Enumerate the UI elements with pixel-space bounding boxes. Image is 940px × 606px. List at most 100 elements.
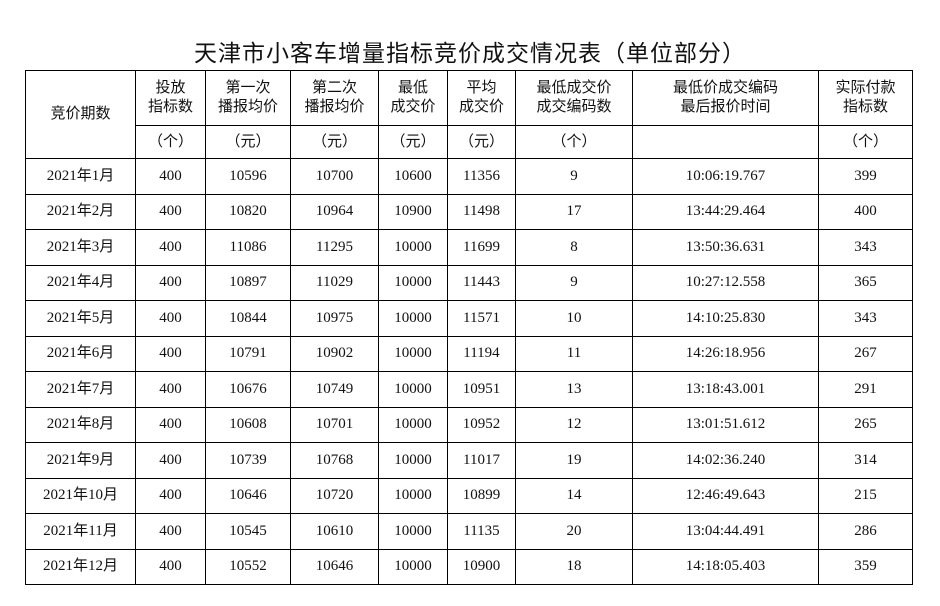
- data-cell: 13:50:36.631: [632, 229, 819, 266]
- data-cell: 2021年11月: [25, 513, 136, 550]
- data-cell: 10000: [378, 442, 448, 479]
- data-cell: 12:46:49.643: [632, 477, 819, 514]
- data-cell: 11498: [447, 193, 516, 230]
- unit-cell: （元）: [290, 125, 379, 159]
- unit-row: （个） （元） （元） （元） （元） （个） （个）: [26, 125, 913, 159]
- data-row: 2021年3月 400 11086 11295 10000 11699 8 13:50:36.…: [25, 229, 913, 266]
- data-row: 2021年11月 400 10545 10610 10000 11135 20 13:04:4…: [25, 513, 913, 550]
- cell-text: （元）: [225, 133, 271, 150]
- data-row: 2021年6月 400 10791 10902 10000 11194 11 14:26:18…: [25, 335, 913, 372]
- cell-text: （元）: [311, 133, 357, 150]
- data-cell: 14:02:36.240: [632, 442, 819, 479]
- data-row: 2021年2月 400 10820 10964 10900 11498 17 13:44:29…: [25, 193, 913, 230]
- data-cell: 20: [515, 513, 633, 550]
- data-cell: 400: [135, 442, 206, 479]
- data-cell: 13:18:43.001: [632, 371, 819, 408]
- cell-text: （个）: [551, 133, 597, 150]
- cell-text: 成交编码数: [536, 99, 612, 115]
- data-cell: 13:04:44.491: [632, 513, 819, 550]
- cell-text: （个）: [842, 133, 888, 150]
- data-cell: 11571: [447, 300, 516, 337]
- header-row: 竞价期数 投放 指标数 第一次 播报均价 第二次 播报均价 最低 成交价 平均 成交价 最低成交价 成交…: [25, 70, 913, 159]
- header-cell: 第二次 播报均价: [290, 70, 379, 126]
- unit-cell: [632, 125, 819, 159]
- data-cell: 314: [818, 442, 913, 479]
- data-row: 2021年5月 400 10844 10975 10000 11571 10 14:10:25…: [25, 300, 913, 337]
- data-row: 2021年4月 400 10897 11029 10000 11443 9 10:27:12.…: [25, 264, 913, 301]
- table-title: 天津市小客车增量指标竞价成交情况表（单位部分）: [194, 41, 746, 66]
- data-cell: 10791: [205, 335, 291, 372]
- data-cell: 10951: [447, 371, 516, 408]
- data-cell: 286: [818, 513, 913, 550]
- cell-text: 播报均价: [304, 99, 365, 115]
- data-cell: 10552: [205, 548, 291, 585]
- header-cell: 最低价成交编码 最后报价时间: [632, 70, 819, 126]
- data-cell: 10000: [378, 300, 448, 337]
- data-row: 2021年9月 400 10739 10768 10000 11017 19 14:02:36…: [25, 442, 913, 479]
- data-cell: 10608: [205, 406, 291, 443]
- data-cell: 11086: [205, 229, 291, 266]
- header-cell: 平均 成交价: [447, 70, 516, 126]
- data-cell: 17: [515, 193, 633, 230]
- data-cell: 9: [515, 264, 633, 301]
- data-cell: 400: [135, 229, 206, 266]
- data-cell: 11029: [290, 264, 379, 301]
- header-cell: 最低成交价 成交编码数: [515, 70, 633, 126]
- cell-text: 指标数: [842, 99, 888, 115]
- data-cell: 10897: [205, 264, 291, 301]
- cell-text: （元）: [458, 133, 504, 150]
- cell-text: 第一次: [225, 80, 271, 96]
- unit-cell: （元）: [378, 125, 448, 159]
- data-cell: 10902: [290, 335, 379, 372]
- data-cell: 13:44:29.464: [632, 193, 819, 230]
- data-cell: 359: [818, 548, 913, 585]
- cell-text: 成交价: [458, 99, 504, 115]
- data-row: 2021年10月 400 10646 10720 10000 10899 14 12:46:4…: [25, 477, 913, 514]
- header-cell: 实际付款 指标数: [818, 70, 913, 126]
- data-table: 竞价期数 投放 指标数 第一次 播报均价 第二次 播报均价 最低 成交价 平均 成交价 最低成交价 成交…: [25, 70, 913, 585]
- unit-cell: （元）: [205, 125, 291, 159]
- data-cell: 14: [515, 477, 633, 514]
- data-cell: 291: [818, 371, 913, 408]
- data-cell: 400: [135, 513, 206, 550]
- data-cell: 215: [818, 477, 913, 514]
- data-cell: 400: [135, 158, 206, 195]
- data-cell: 10900: [378, 193, 448, 230]
- data-cell: 10000: [378, 335, 448, 372]
- data-cell: 2021年8月: [25, 406, 136, 443]
- data-cell: 11135: [447, 513, 516, 550]
- data-cell: 10610: [290, 513, 379, 550]
- unit-cell: （元）: [447, 125, 516, 159]
- data-cell: 2021年7月: [25, 371, 136, 408]
- data-cell: 10820: [205, 193, 291, 230]
- data-cell: 10596: [205, 158, 291, 195]
- data-cell: 11356: [447, 158, 516, 195]
- data-cell: 12: [515, 406, 633, 443]
- data-cell: 14:26:18.956: [632, 335, 819, 372]
- data-cell: 10899: [447, 477, 516, 514]
- data-cell: 11295: [290, 229, 379, 266]
- data-cell: 10646: [290, 548, 379, 585]
- data-cell: 2021年2月: [25, 193, 136, 230]
- data-cell: 400: [135, 406, 206, 443]
- data-cell: 10646: [205, 477, 291, 514]
- data-cell: 343: [818, 229, 913, 266]
- data-cell: 11443: [447, 264, 516, 301]
- cell-text: 最低: [397, 80, 428, 96]
- data-cell: 2021年12月: [25, 548, 136, 585]
- data-cell: 10768: [290, 442, 379, 479]
- data-cell: 13: [515, 371, 633, 408]
- cell-text: 投放: [155, 80, 186, 96]
- data-cell: 14:18:05.403: [632, 548, 819, 585]
- data-row: 2021年1月 400 10596 10700 10600 11356 9 10:06:19.…: [25, 158, 913, 195]
- data-cell: 10749: [290, 371, 379, 408]
- data-cell: 13:01:51.612: [632, 406, 819, 443]
- data-cell: 10000: [378, 229, 448, 266]
- header-cell: 最低 成交价: [378, 70, 448, 126]
- data-cell: 10952: [447, 406, 516, 443]
- data-cell: 10844: [205, 300, 291, 337]
- data-cell: 400: [135, 548, 206, 585]
- data-row: 2021年8月 400 10608 10701 10000 10952 12 13:01:51…: [25, 406, 913, 443]
- cell-text: 竞价期数: [50, 106, 111, 122]
